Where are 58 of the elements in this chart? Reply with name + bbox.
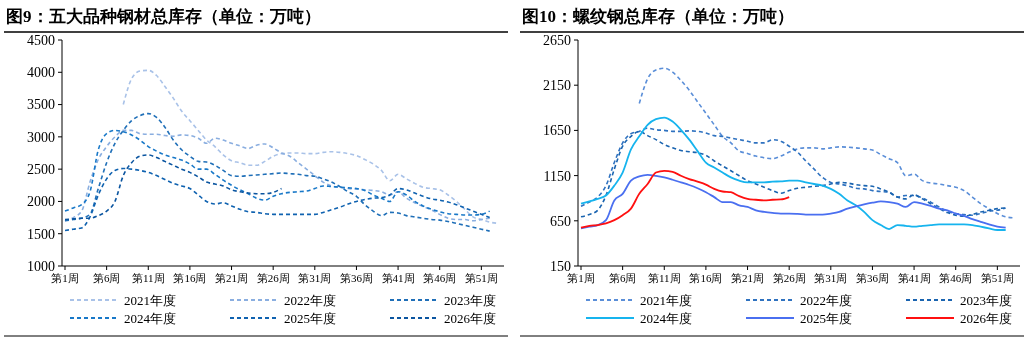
y-tick-label: 2500 <box>27 162 55 178</box>
legend-label: 2022年度 <box>284 292 336 308</box>
x-tick-label: 第41周 <box>897 272 931 284</box>
x-tick-label: 第21周 <box>731 272 765 284</box>
y-tick-label: 4500 <box>27 32 55 48</box>
x-tick-label: 第51周 <box>464 272 498 284</box>
x-tick-label: 第11周 <box>131 272 165 284</box>
chart-title: 图9：五大品种钢材总库存（单位：万吨） <box>6 7 321 26</box>
x-tick-label: 第36周 <box>339 272 373 284</box>
legend-label: 2023年度 <box>960 292 1012 308</box>
y-tick-label: 150 <box>550 258 571 274</box>
legend-label: 2025年度 <box>284 310 336 326</box>
chart-title: 图10：螺纹钢总库存（单位：万吨） <box>522 7 794 26</box>
x-tick-label: 第31周 <box>814 272 848 284</box>
x-tick-label: 第16周 <box>689 272 723 284</box>
x-tick-label: 第46周 <box>423 272 457 284</box>
x-tick-label: 第36周 <box>855 272 889 284</box>
x-tick-label: 第21周 <box>215 272 249 284</box>
x-tick-label: 第51周 <box>980 272 1014 284</box>
legend-label: 2024年度 <box>124 310 176 326</box>
line-series <box>580 173 1007 230</box>
x-tick-label: 第11周 <box>647 272 681 284</box>
x-tick-label: 第1周 <box>51 272 79 284</box>
x-tick-label: 第46周 <box>939 272 973 284</box>
x-tick-label: 第6周 <box>92 272 121 284</box>
y-tick-label: 4000 <box>27 65 55 81</box>
legend-label: 2026年度 <box>960 310 1012 326</box>
legend-label: 2025年度 <box>800 310 852 326</box>
legend-label: 2026年度 <box>444 310 496 326</box>
line-series <box>638 67 1015 219</box>
y-tick-label: 1500 <box>27 226 55 242</box>
line-series <box>122 69 499 225</box>
x-tick-label: 第26周 <box>772 272 806 284</box>
line-series <box>64 154 283 221</box>
legend-label: 2021年度 <box>124 292 176 308</box>
x-tick-label: 第41周 <box>381 272 415 284</box>
x-tick-label: 第1周 <box>567 272 595 284</box>
line-series <box>64 167 491 232</box>
legend-label: 2022年度 <box>800 292 852 308</box>
y-tick-label: 1150 <box>543 168 571 184</box>
line-series <box>580 116 1007 231</box>
y-tick-label: 1650 <box>543 123 571 139</box>
y-tick-label: 2650 <box>543 32 571 48</box>
legend-label: 2023年度 <box>444 292 496 308</box>
legend-label: 2024年度 <box>640 310 692 326</box>
line-series <box>64 112 491 232</box>
y-tick-label: 2150 <box>543 78 571 94</box>
y-tick-label: 3500 <box>27 97 55 113</box>
legend-label: 2021年度 <box>640 292 692 308</box>
y-tick-label: 650 <box>550 213 571 229</box>
line-series <box>580 169 791 229</box>
y-tick-label: 1000 <box>27 258 55 274</box>
y-tick-label: 3000 <box>27 129 55 145</box>
y-tick-label: 2000 <box>27 194 55 210</box>
x-tick-label: 第31周 <box>298 272 332 284</box>
x-tick-label: 第16周 <box>173 272 207 284</box>
x-tick-label: 第6周 <box>608 272 637 284</box>
x-tick-label: 第26周 <box>256 272 290 284</box>
